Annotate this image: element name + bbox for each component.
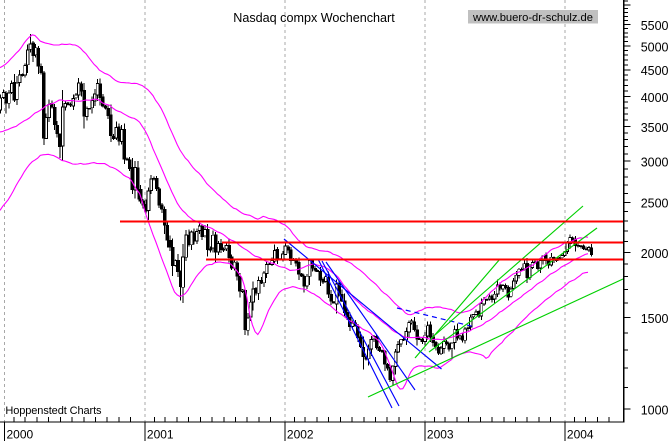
svg-text:3000: 3000: [641, 156, 669, 170]
svg-text:3500: 3500: [641, 121, 669, 135]
svg-text:2002: 2002: [287, 428, 314, 441]
svg-text:1000: 1000: [641, 403, 669, 417]
svg-text:Nasdaq compx Wochenchart: Nasdaq compx Wochenchart: [233, 11, 395, 25]
svg-text:5000: 5000: [641, 40, 669, 54]
svg-text:4500: 4500: [641, 64, 669, 78]
svg-text:2001: 2001: [147, 428, 174, 441]
svg-text:2000: 2000: [7, 428, 34, 441]
svg-text:2500: 2500: [641, 197, 669, 211]
svg-text:www.buero-dr-schulz.de: www.buero-dr-schulz.de: [472, 12, 593, 24]
svg-text:2004: 2004: [567, 428, 594, 441]
svg-text:2003: 2003: [427, 428, 454, 441]
svg-text:4000: 4000: [641, 91, 669, 105]
svg-text:5500: 5500: [641, 19, 669, 33]
svg-text:1500: 1500: [641, 312, 669, 326]
svg-text:2000: 2000: [641, 247, 669, 261]
svg-text:Hoppenstedt Charts: Hoppenstedt Charts: [5, 405, 102, 417]
